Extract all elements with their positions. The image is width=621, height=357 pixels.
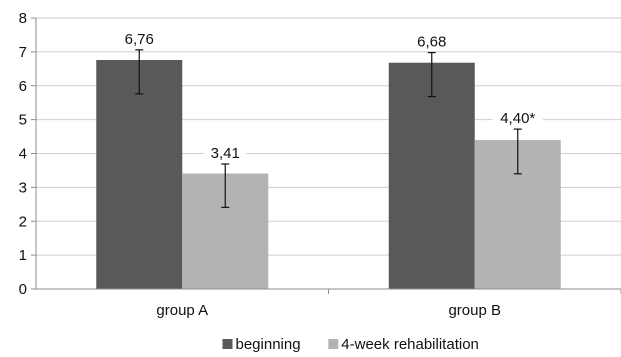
y-tick-label: 7 bbox=[19, 44, 27, 61]
x-axis-category-labels: group A group B bbox=[156, 302, 501, 319]
y-tick-label: 5 bbox=[19, 112, 27, 129]
y-tick-label: 6 bbox=[19, 78, 27, 95]
x-category-label: group B bbox=[448, 302, 501, 319]
error-bars bbox=[135, 49, 522, 208]
legend-swatch bbox=[222, 339, 233, 349]
data-label: 3,41 bbox=[211, 145, 240, 162]
y-tick-label: 8 bbox=[19, 10, 27, 27]
data-label-background bbox=[410, 31, 453, 51]
bar bbox=[388, 62, 475, 290]
data-label-background bbox=[118, 28, 161, 48]
legend: beginning 4-week rehabilitation bbox=[222, 336, 479, 353]
data-label-background bbox=[492, 108, 543, 128]
data-label: 4,40* bbox=[500, 110, 535, 127]
bar bbox=[96, 60, 183, 289]
y-tick-label: 1 bbox=[19, 247, 27, 264]
data-label-background bbox=[204, 143, 247, 163]
data-label: 6,76 bbox=[125, 31, 154, 48]
x-category-label: group A bbox=[156, 302, 208, 319]
legend-label: beginning bbox=[236, 336, 301, 353]
data-label: 6,68 bbox=[417, 34, 446, 51]
data-labels: 6,76 3,41 6,68 4,40* bbox=[118, 28, 543, 163]
y-tick-label: 3 bbox=[19, 179, 27, 196]
y-tick-label: 2 bbox=[19, 213, 27, 230]
y-tick-label: 4 bbox=[19, 146, 27, 163]
y-tick-label: 0 bbox=[19, 281, 27, 298]
axes bbox=[31, 17, 621, 294]
legend-label: 4-week rehabilitation bbox=[341, 336, 479, 353]
y-axis-tick-labels: 0 1 2 3 4 5 6 7 8 bbox=[19, 10, 27, 298]
legend-swatch bbox=[328, 339, 339, 349]
